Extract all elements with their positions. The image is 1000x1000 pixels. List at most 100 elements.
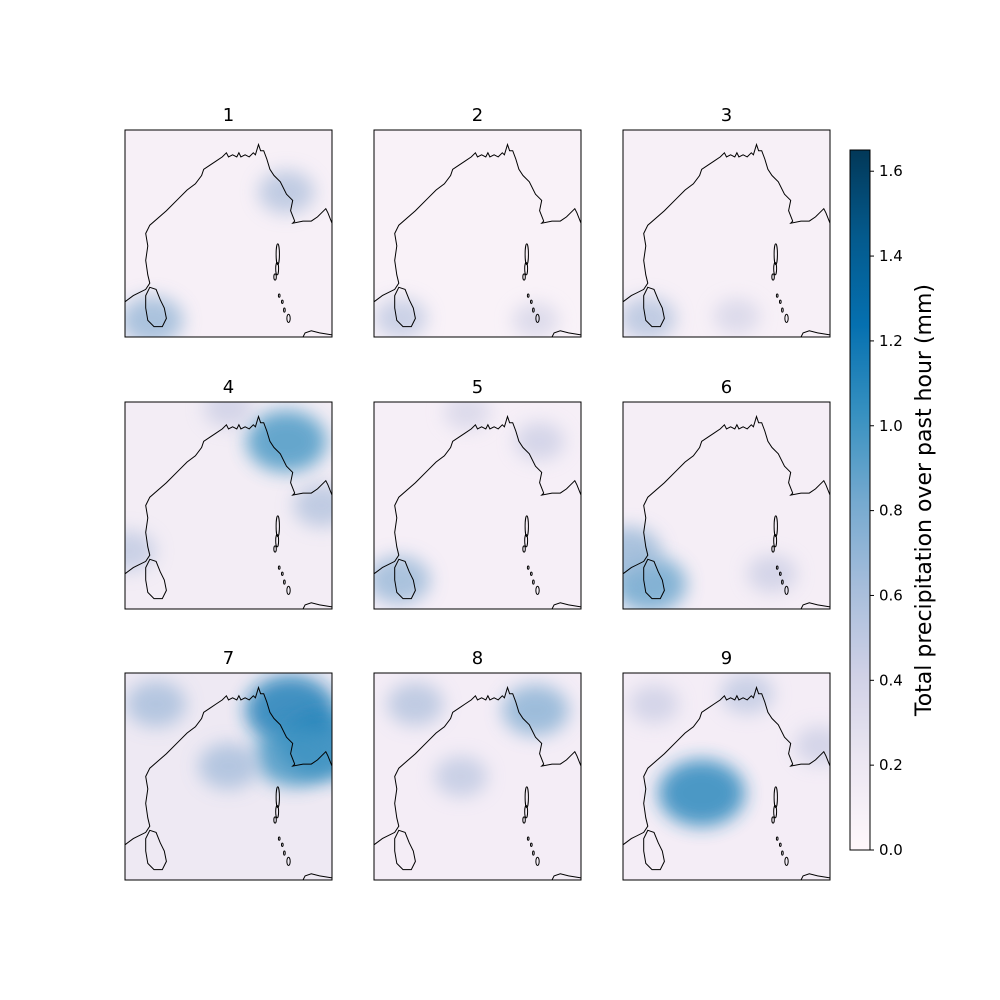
island-outline xyxy=(524,533,529,548)
island-outline xyxy=(775,293,779,298)
island-outline xyxy=(771,273,775,281)
precip-hotspot xyxy=(747,554,797,593)
island-outline xyxy=(535,313,540,324)
island-outline xyxy=(275,786,280,809)
colorbar-tick-label: 0.8 xyxy=(879,502,903,520)
island-outline xyxy=(283,307,286,313)
map-panel: 2 xyxy=(373,105,582,338)
precip-hotspot xyxy=(623,526,661,576)
coastline-south xyxy=(800,602,830,609)
sri-lanka-outline xyxy=(643,558,665,600)
island-outline xyxy=(524,261,529,276)
precip-hotspot xyxy=(126,681,186,728)
precip-hotspot xyxy=(254,725,332,787)
precip-hotspot xyxy=(198,743,259,790)
precip-hotspot xyxy=(512,302,559,337)
sri-lanka-outline xyxy=(145,286,167,328)
sri-lanka-outline xyxy=(145,829,167,871)
coastline-south xyxy=(302,330,332,337)
island-outline xyxy=(524,243,529,266)
island-outline xyxy=(280,842,284,847)
sri-lanka-outline xyxy=(643,286,665,328)
coastline-south xyxy=(302,602,332,609)
island-outline xyxy=(280,299,284,304)
island-outline xyxy=(784,585,789,596)
island-outline xyxy=(522,816,526,824)
panel-frame xyxy=(124,129,333,338)
island-outline xyxy=(775,565,779,570)
island-outline xyxy=(773,533,778,548)
island-outline xyxy=(778,842,782,847)
island-outline xyxy=(275,515,280,538)
colorbar-tick-label: 0.4 xyxy=(879,671,903,689)
island-outline xyxy=(273,273,277,281)
island-outline xyxy=(280,571,284,576)
panel-frame xyxy=(373,401,582,610)
colorbar-tick-label: 1.0 xyxy=(879,417,903,435)
map-panels: 1 2 3 4 5 6 7 8 9 xyxy=(124,105,831,881)
island-outline xyxy=(275,243,280,266)
colorbar-tick-label: 1.6 xyxy=(879,162,903,180)
colorbar-tick-label: 0.2 xyxy=(879,756,903,774)
map-panel: 8 xyxy=(373,648,582,881)
island-outline xyxy=(275,261,280,276)
island-outline xyxy=(771,545,775,553)
island-outline xyxy=(773,243,778,266)
map-panel: 7 xyxy=(124,648,333,881)
island-outline xyxy=(526,836,530,841)
precip-hotspot xyxy=(246,410,327,473)
island-outline xyxy=(773,804,778,819)
sri-lanka-outline xyxy=(145,558,167,600)
island-outline xyxy=(773,261,778,276)
panel-frame xyxy=(124,672,333,881)
coastline xyxy=(374,414,581,575)
precip-hotspot xyxy=(720,673,774,715)
precip-hotspot xyxy=(444,402,491,431)
coastline xyxy=(623,685,830,846)
sri-lanka-outline xyxy=(394,829,416,871)
colorbar-label: Total precipitation over past hour (mm) xyxy=(912,284,937,717)
map-panel: 5 xyxy=(373,377,582,610)
colorbar-gradient xyxy=(849,149,871,851)
precip-hotspot xyxy=(203,402,254,428)
precip-hotspot xyxy=(502,684,569,736)
panel-title: 1 xyxy=(223,105,234,126)
island-outline xyxy=(532,307,535,313)
colorbar-tick-label: 0.0 xyxy=(879,841,903,859)
precip-hotspot xyxy=(658,759,746,827)
island-outline xyxy=(275,533,280,548)
coastline-south xyxy=(551,602,581,609)
island-outline xyxy=(771,816,775,824)
sri-lanka-outline xyxy=(394,286,416,328)
map-panel: 3 xyxy=(622,105,831,338)
precip-hotspot xyxy=(374,297,428,337)
coastline xyxy=(374,142,581,303)
sri-lanka-outline xyxy=(643,829,665,871)
island-outline xyxy=(277,565,281,570)
precip-hotspot xyxy=(125,296,184,337)
map-panel: 6 xyxy=(622,377,831,610)
island-outline xyxy=(283,850,286,856)
map-panel: 4 xyxy=(124,377,333,610)
colorbar-tick-label: 1.4 xyxy=(879,247,903,265)
island-outline xyxy=(286,585,291,596)
island-outline xyxy=(781,850,784,856)
island-outline xyxy=(524,786,529,809)
coastline-south xyxy=(551,873,581,880)
island-outline xyxy=(524,515,529,538)
panel-frame xyxy=(622,401,831,610)
precip-hotspot xyxy=(434,756,488,797)
island-outline xyxy=(286,856,291,867)
island-outline xyxy=(273,545,277,553)
precip-hotspot xyxy=(623,296,677,337)
coastline xyxy=(125,685,332,846)
panel-frame xyxy=(373,672,582,881)
coastline xyxy=(374,685,581,846)
panel-frame xyxy=(622,672,831,881)
panel-title: 2 xyxy=(472,105,483,126)
island-outline xyxy=(529,842,533,847)
island-outline xyxy=(277,293,281,298)
island-outline xyxy=(778,571,782,576)
island-outline xyxy=(277,836,281,841)
panel-title: 5 xyxy=(472,377,483,398)
